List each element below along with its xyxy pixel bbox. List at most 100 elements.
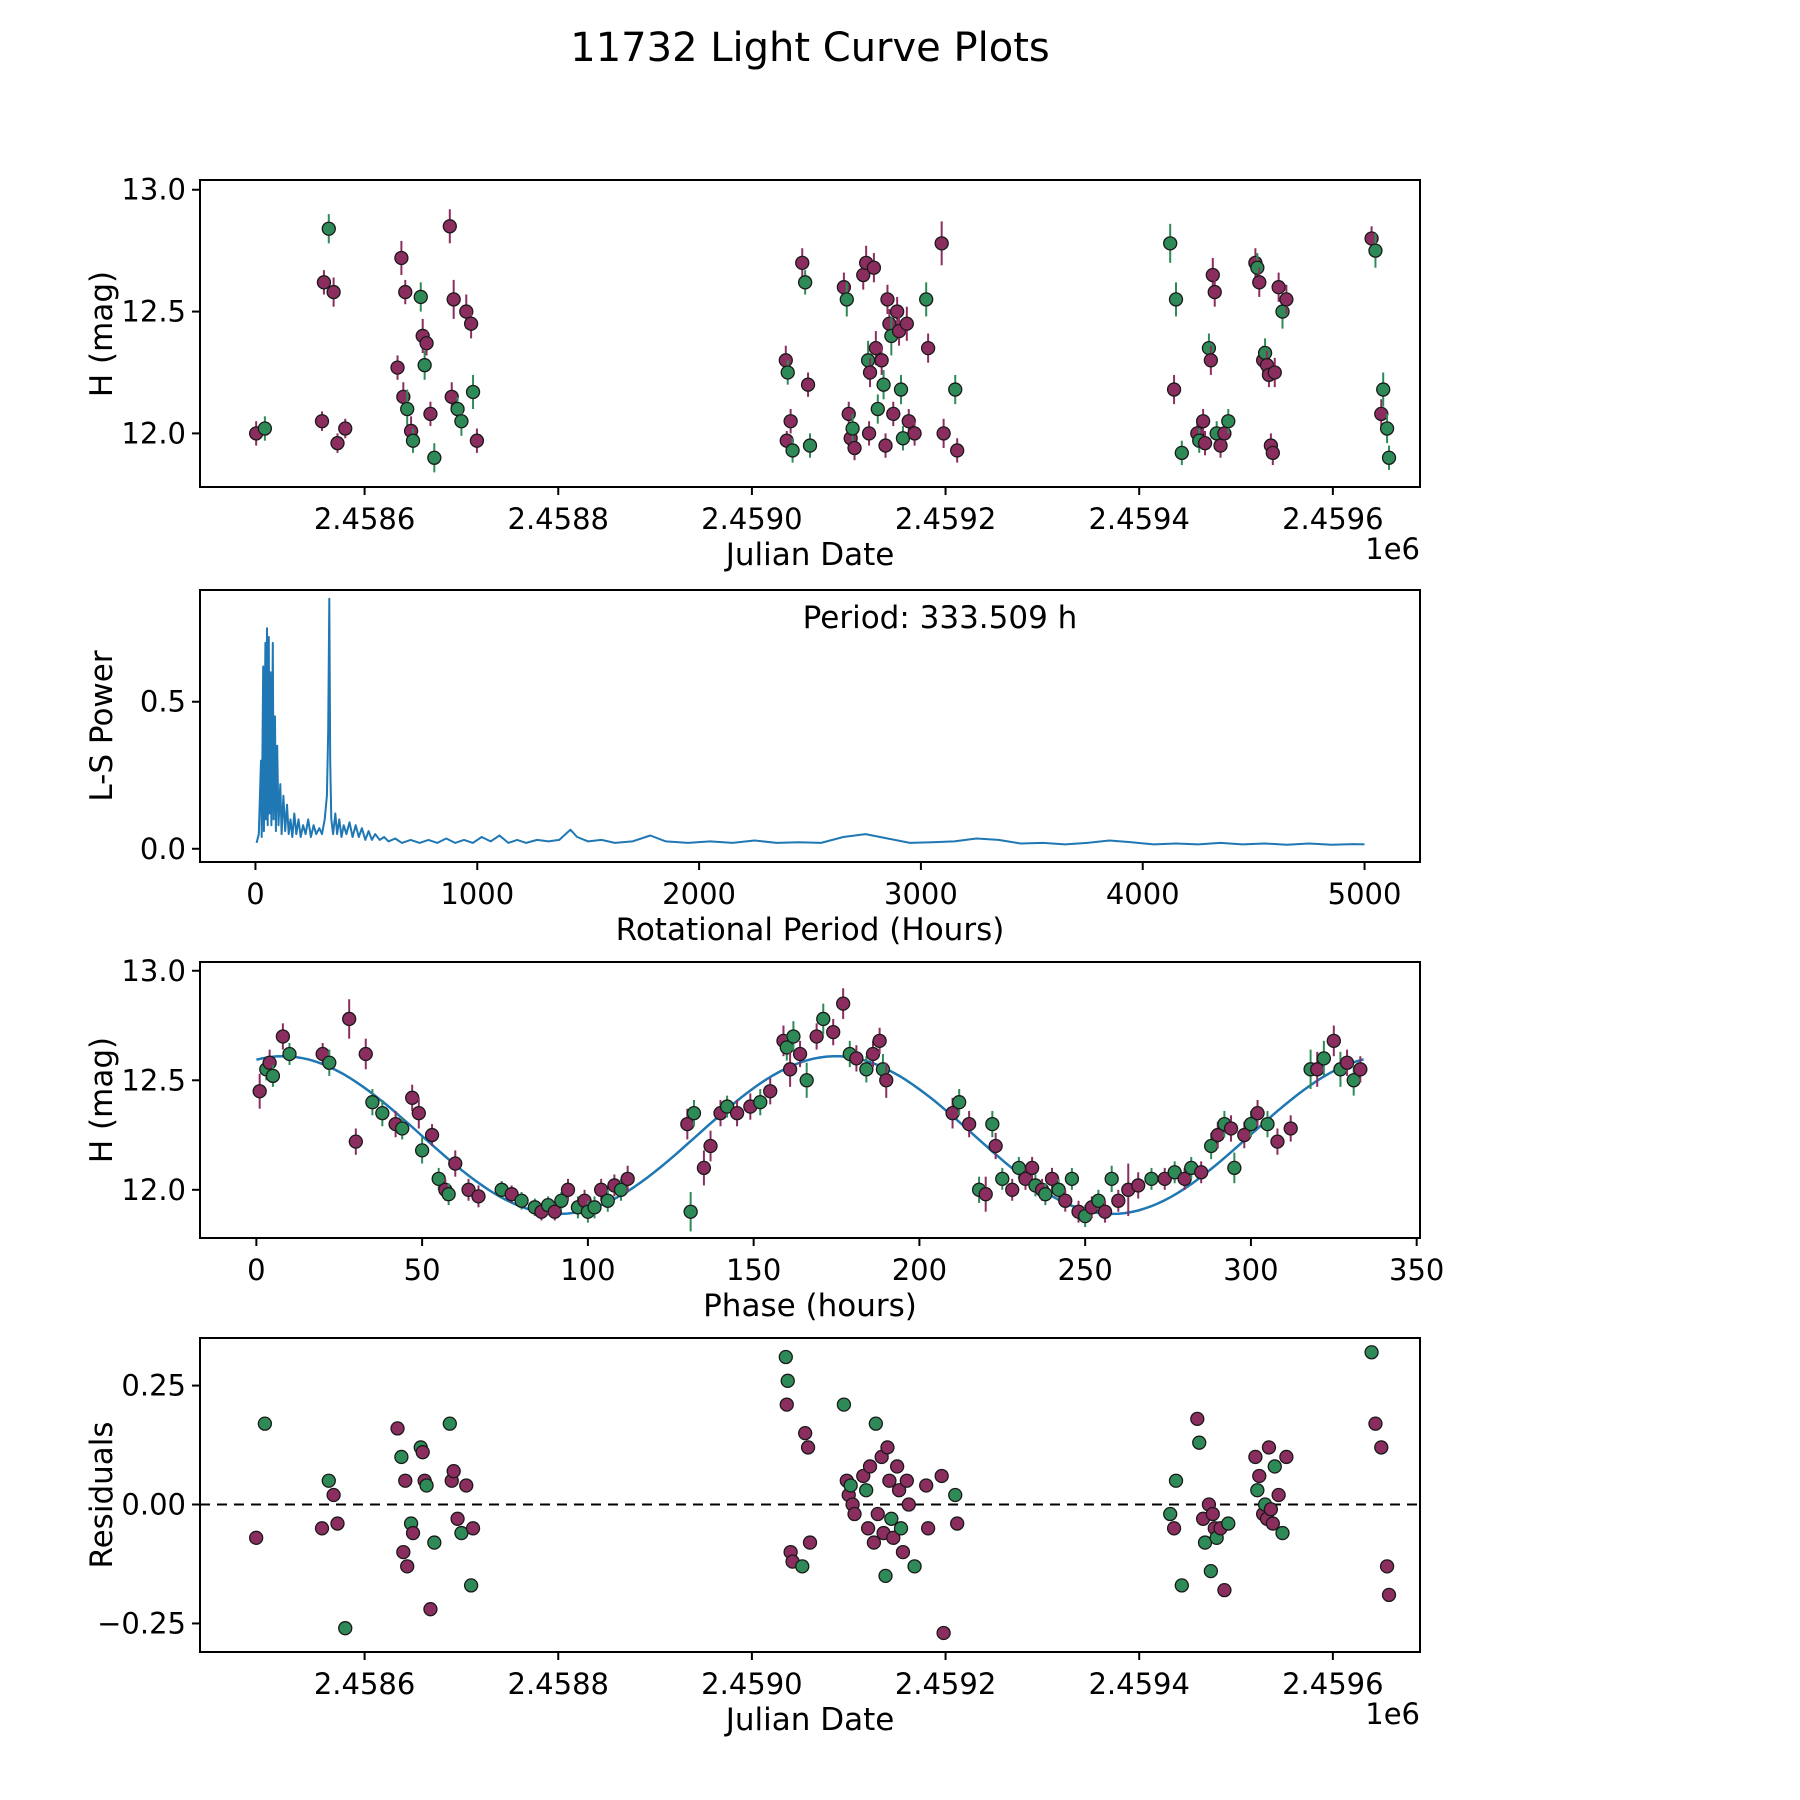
data-point bbox=[860, 1521, 876, 1536]
periodogram-panel: 0 1000 2000 3000 4000 5000 0.0 0.5 bbox=[140, 589, 1421, 911]
periodogram-xlabel: Rotational Period (Hours) bbox=[615, 912, 1005, 948]
data-point bbox=[703, 1138, 718, 1154]
x-tick-label: 200 bbox=[892, 1253, 947, 1287]
data-point bbox=[1364, 1345, 1379, 1360]
data-point bbox=[878, 1568, 893, 1584]
y-tick-label: −0.25 bbox=[97, 1606, 186, 1640]
data-point bbox=[326, 284, 341, 300]
data-point bbox=[779, 1397, 794, 1412]
data-point bbox=[856, 1468, 871, 1484]
data-point bbox=[504, 1187, 519, 1202]
data-point bbox=[1194, 1165, 1209, 1180]
data-point bbox=[424, 1127, 440, 1143]
y-tick-label: 0.25 bbox=[121, 1369, 186, 1403]
data-point bbox=[417, 358, 432, 373]
data-point bbox=[901, 414, 916, 429]
x-tick-label: 150 bbox=[726, 1253, 781, 1287]
data-point bbox=[1217, 1583, 1232, 1598]
data-point bbox=[1250, 1105, 1265, 1121]
data-point bbox=[862, 1459, 878, 1474]
data-point bbox=[1168, 1473, 1184, 1488]
data-point bbox=[696, 1160, 712, 1176]
data-point bbox=[809, 1029, 824, 1044]
data-point bbox=[839, 292, 854, 307]
data-point bbox=[780, 365, 795, 380]
x-tick-label: 2.4586 bbox=[314, 502, 415, 536]
data-point bbox=[396, 1544, 411, 1560]
x-tick-label: 2.4592 bbox=[895, 502, 996, 536]
data-point bbox=[798, 275, 813, 290]
data-point bbox=[778, 353, 793, 368]
data-point bbox=[763, 1084, 778, 1099]
data-point bbox=[427, 1535, 442, 1550]
data-point bbox=[463, 316, 479, 331]
data-point bbox=[795, 255, 810, 270]
data-point bbox=[879, 1073, 894, 1088]
data-point bbox=[444, 389, 459, 404]
data-point bbox=[836, 1397, 852, 1412]
data-point bbox=[459, 304, 474, 319]
data-point bbox=[907, 1559, 922, 1574]
data-point bbox=[395, 1121, 410, 1136]
data-point bbox=[314, 1521, 330, 1536]
data-point bbox=[326, 1487, 341, 1503]
data-point bbox=[1381, 450, 1397, 465]
data-point bbox=[1271, 1487, 1286, 1503]
data-point bbox=[620, 1171, 635, 1187]
data-point bbox=[920, 1521, 936, 1536]
data-point bbox=[836, 280, 852, 295]
data-point bbox=[882, 1473, 897, 1488]
axes-frame bbox=[199, 961, 1421, 1239]
y-tick-label: 0.5 bbox=[140, 685, 186, 719]
data-point bbox=[262, 1055, 277, 1070]
data-point bbox=[1203, 1563, 1219, 1579]
data-point bbox=[889, 1459, 905, 1474]
data-point bbox=[1271, 280, 1286, 295]
data-point bbox=[600, 1193, 615, 1208]
data-point bbox=[816, 1011, 831, 1027]
data-point bbox=[870, 401, 885, 417]
data-point bbox=[330, 1516, 345, 1531]
data-point bbox=[1250, 260, 1265, 275]
data-point bbox=[880, 1440, 895, 1455]
x-tick-label: 100 bbox=[560, 1253, 615, 1287]
data-point bbox=[446, 292, 461, 307]
data-point bbox=[868, 1416, 883, 1431]
x-tick-label: 2.4590 bbox=[701, 1667, 802, 1701]
data-point bbox=[1157, 1171, 1172, 1187]
data-point bbox=[978, 1187, 993, 1202]
data-point bbox=[465, 384, 481, 400]
x-tick-label: 2.4592 bbox=[895, 1667, 996, 1701]
data-point bbox=[719, 1099, 735, 1114]
y-tick-label: 12.0 bbox=[121, 1173, 186, 1207]
data-point bbox=[375, 1105, 390, 1121]
x-tick-label: 4000 bbox=[1106, 877, 1180, 911]
data-point bbox=[1279, 1449, 1294, 1465]
data-point bbox=[860, 353, 876, 368]
fit-curve bbox=[256, 1054, 1364, 1216]
data-point bbox=[1058, 1193, 1073, 1208]
data-point bbox=[1205, 267, 1220, 283]
data-point bbox=[465, 1521, 481, 1536]
data-point bbox=[321, 221, 336, 236]
data-point bbox=[1353, 1062, 1368, 1077]
data-point bbox=[795, 1559, 810, 1574]
x-tick-label: 3000 bbox=[884, 877, 958, 911]
data-point bbox=[423, 406, 438, 422]
data-point bbox=[1252, 275, 1267, 290]
data-point bbox=[400, 1559, 415, 1574]
data-point bbox=[1376, 382, 1391, 397]
data-point bbox=[257, 1416, 273, 1431]
data-point bbox=[390, 360, 405, 375]
y-tick-label: 12.0 bbox=[121, 416, 186, 450]
data-point bbox=[1368, 1416, 1383, 1431]
data-point bbox=[1203, 353, 1219, 368]
data-point bbox=[1163, 1506, 1178, 1522]
data-point bbox=[901, 1497, 916, 1512]
data-point bbox=[252, 1084, 267, 1099]
data-point bbox=[405, 433, 421, 448]
data-point bbox=[1111, 1193, 1126, 1208]
data-point bbox=[469, 433, 485, 448]
data-point bbox=[1064, 1171, 1080, 1187]
x-tick-label: 2000 bbox=[662, 877, 736, 911]
